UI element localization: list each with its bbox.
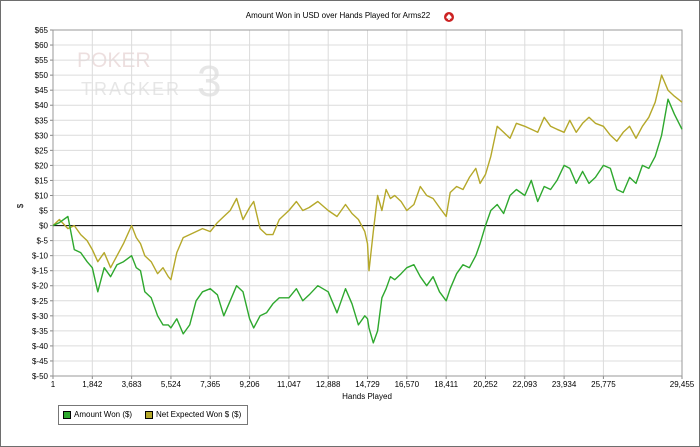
logo-word-tracker: TRACKER	[81, 79, 181, 99]
legend-item-net-expected: Net Expected Won $ ($)	[145, 410, 241, 419]
x-tick-label: 23,934	[552, 380, 577, 389]
legend-swatch-net-expected	[145, 410, 153, 419]
series-lines	[52, 74, 683, 344]
x-tick-label: 20,252	[473, 380, 498, 389]
legend-label-net-expected: Net Expected Won $ ($)	[156, 410, 242, 419]
legend-swatch-amount-won	[63, 410, 71, 419]
legend: Amount Won ($) Net Expected Won $ ($)	[58, 405, 248, 425]
y-tick-label: $-30	[32, 312, 49, 321]
y-tick-label: $-25	[32, 297, 49, 306]
x-tick-label: 25,775	[591, 380, 616, 389]
y-tick-label: $-10	[32, 252, 49, 261]
series-line-amount-won	[52, 98, 683, 344]
y-tick-label: $-35	[32, 327, 49, 336]
poker-tracker-logo: POKER TRACKER 3	[77, 49, 221, 106]
tick-labels: $65 $60 $55 $50 $45 $40 $35 $30 $25 $20 $15 $10 $5 $0…	[32, 26, 695, 389]
y-tick-label: $30	[35, 131, 49, 140]
x-tick-label: 9,206	[240, 380, 261, 389]
y-tick-label: $10	[35, 191, 49, 200]
x-tick-label: 29,455	[670, 380, 695, 389]
plot-border	[52, 29, 683, 377]
y-tick-label: $-45	[32, 357, 49, 366]
x-tick-label: 5,524	[161, 380, 182, 389]
y-tick-label: $15	[35, 176, 49, 185]
x-tick-label: 22,093	[513, 380, 538, 389]
x-axis-label: Hands Played	[342, 392, 392, 401]
y-tick-label: $5	[39, 207, 48, 216]
x-tick-label: 14,729	[355, 380, 380, 389]
y-tick-label: $-20	[32, 282, 49, 291]
series-line-net-expected	[52, 74, 683, 281]
x-tick-label: 18,411	[434, 380, 458, 389]
spade-icon	[444, 12, 454, 22]
grid	[52, 29, 683, 377]
y-tick-label: $-40	[32, 342, 49, 351]
y-tick-label: $50	[35, 71, 49, 80]
y-tick-label: $20	[35, 161, 49, 170]
y-tick-label: $-50	[32, 372, 49, 381]
y-tick-label: $-15	[32, 267, 49, 276]
x-tick-label: 16,570	[395, 380, 420, 389]
y-tick-label: $65	[35, 26, 49, 35]
y-axis-label: $	[16, 203, 25, 208]
y-tick-label: $35	[35, 116, 49, 125]
x-tick-label: 11,047	[277, 380, 301, 389]
x-tick-label: 1	[51, 380, 56, 389]
y-tick-label: $25	[35, 146, 49, 155]
axes	[50, 29, 683, 379]
x-tick-label: 7,365	[200, 380, 221, 389]
chart-title: Amount Won in USD over Hands Played for …	[246, 11, 431, 20]
x-tick-label: 1,842	[82, 380, 103, 389]
y-tick-label: $40	[35, 101, 49, 110]
y-tick-label: $55	[35, 56, 49, 65]
y-tick-label: $45	[35, 86, 49, 95]
logo-digit-3: 3	[197, 57, 221, 106]
x-tick-label: 12,888	[316, 380, 341, 389]
y-tick-label: $-5	[36, 237, 48, 246]
y-tick-label: $60	[35, 41, 49, 50]
legend-label-amount-won: Amount Won ($)	[74, 410, 133, 419]
x-tick-label: 3,683	[122, 380, 143, 389]
y-tick-label: $0	[39, 222, 48, 231]
legend-item-amount-won: Amount Won ($)	[63, 410, 132, 419]
